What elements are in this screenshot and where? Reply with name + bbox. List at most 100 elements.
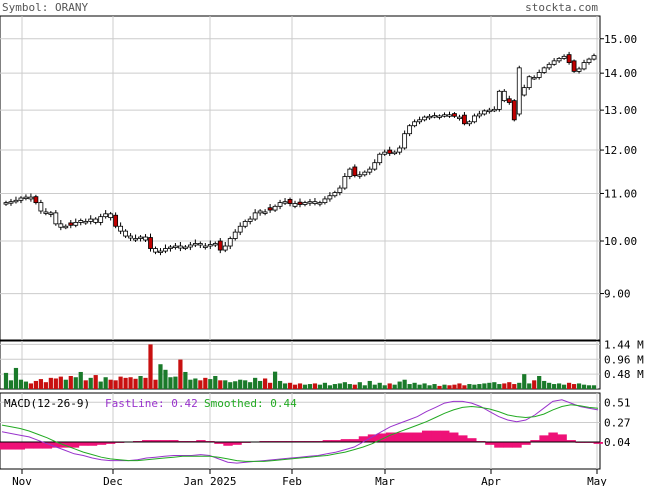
candle-body-up (38, 202, 44, 212)
candle (232, 229, 238, 241)
candle-body-up (158, 250, 163, 253)
candle-body-up (397, 147, 403, 153)
volume-y-tick-label: 0.48 M (604, 368, 644, 381)
volume-bar (517, 382, 522, 389)
symbol-label: Symbol: ORANY (2, 1, 88, 14)
candle-body-up (98, 216, 104, 223)
candle-body-up (347, 168, 353, 177)
volume-bar (233, 381, 238, 389)
volume-bar (312, 383, 318, 389)
volume-bar (502, 383, 507, 389)
candle (73, 218, 79, 228)
macd-histogram-bar (358, 436, 369, 442)
candle-body-up (307, 201, 313, 204)
candle (581, 59, 587, 71)
candle-body-up (317, 202, 323, 205)
volume-bar (527, 383, 532, 389)
candle (367, 166, 373, 175)
candle (118, 222, 124, 235)
candle (8, 198, 14, 206)
candle (491, 106, 497, 113)
candle-body-up (417, 119, 422, 123)
candle-body-up (192, 243, 198, 246)
volume-bar (208, 379, 213, 389)
macd-histogram-bar (412, 432, 423, 442)
candle (158, 248, 163, 256)
candle-body-up (422, 116, 427, 121)
candle-body-up (58, 223, 64, 228)
candle-body-up (242, 221, 248, 227)
candle-body-down (148, 237, 153, 249)
candle (58, 220, 64, 231)
volume-bar (537, 375, 542, 389)
candle-body-up (412, 121, 418, 127)
candle-body-up (8, 201, 14, 204)
macd-histogram-bar (331, 440, 342, 442)
candle (432, 112, 437, 119)
candle-body-up (357, 174, 363, 177)
volume-bar (347, 384, 352, 389)
macd-histogram-bar (0, 441, 7, 450)
candle-body-down (217, 240, 223, 251)
candle-body-up (53, 212, 59, 225)
candle-body-up (83, 221, 89, 224)
volume-bar (228, 382, 233, 389)
volume-bar (203, 377, 208, 389)
macd-histogram-bar (33, 441, 44, 449)
macd-histogram-bar (403, 432, 414, 442)
volume-bar (78, 371, 83, 389)
volume-bar (467, 384, 472, 389)
candle (521, 84, 527, 97)
macd-histogram-bar (42, 441, 53, 449)
volume-bar (412, 382, 417, 389)
volume-bar (238, 379, 243, 389)
volume-bar (158, 364, 163, 389)
candle-body-up (187, 244, 193, 248)
candle (267, 204, 273, 213)
candle-body-up (392, 151, 398, 155)
candle-body-up (168, 246, 173, 249)
volume-bar (462, 385, 467, 389)
candle (227, 236, 233, 250)
candle-body-up (377, 153, 383, 164)
candle-body-up (521, 87, 527, 96)
volume-bar (103, 377, 108, 389)
candle (187, 242, 193, 251)
candle-body-up (536, 72, 542, 78)
candle-body-up (138, 236, 143, 239)
candle-body-up (88, 218, 94, 222)
candle-body-up (496, 90, 502, 110)
candle (207, 240, 213, 250)
volume-bar (337, 383, 342, 389)
candle-body-up (342, 176, 348, 189)
macd-y-axis: 0.51 0.27 0.04 (604, 396, 631, 449)
candle (113, 212, 119, 229)
candle (262, 209, 268, 216)
site-label[interactable]: stockta.com (525, 1, 598, 14)
macd-histogram-bar (548, 432, 558, 442)
candle (178, 242, 183, 252)
candle-body-up (272, 205, 278, 211)
macd-histogram-bar (376, 433, 387, 442)
volume-bar (407, 384, 412, 389)
candle-body-up (282, 201, 288, 204)
candle-body-up (541, 67, 547, 73)
candle (33, 194, 39, 205)
candle (392, 150, 398, 156)
x-tick-label: Mar (375, 475, 395, 486)
candle-body-down (33, 196, 39, 204)
candle (23, 194, 29, 201)
volume-y-tick-label: 1.44 M (604, 338, 644, 351)
candle-body-up (207, 244, 213, 247)
macd-panel: 0.51 0.27 0.04 MACD(12-26-9) FastLine: 0.4… (0, 392, 631, 470)
volume-bar (322, 382, 328, 389)
candle (163, 244, 168, 254)
candle (546, 62, 552, 70)
macd-histogram-bar (60, 441, 71, 448)
candle (78, 218, 84, 226)
candle-body-up (402, 133, 408, 149)
volume-bar (362, 385, 367, 389)
candle (68, 220, 74, 229)
volume-bar (38, 379, 43, 389)
macd-histogram-bar (160, 440, 170, 442)
